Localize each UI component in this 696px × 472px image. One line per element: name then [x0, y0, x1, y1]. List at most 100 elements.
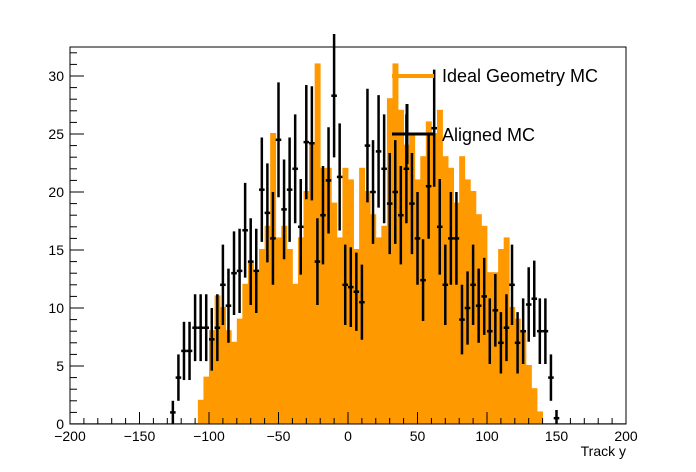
legend: Ideal Geometry MC Aligned MC — [392, 66, 598, 164]
aligned-mc-point — [375, 95, 382, 208]
aligned-mc-point — [442, 244, 449, 325]
x-axis-label: Track y — [581, 443, 626, 459]
aligned-mc-point — [453, 192, 460, 285]
ideal-geometry-bar — [448, 167, 455, 425]
ideal-geometry-bar — [520, 330, 527, 424]
y-axis: 0 5 10 15 20 25 30 — [48, 52, 84, 432]
ideal-geometry-bar — [425, 121, 432, 425]
aligned-mc-point — [525, 267, 532, 342]
x-tick-label: 50 — [410, 428, 426, 444]
ideal-geometry-bar — [537, 411, 543, 424]
aligned-mc-point — [175, 354, 182, 401]
aligned-mc-points — [170, 34, 560, 424]
y-tick-label: 25 — [48, 126, 64, 142]
ideal-geometry-bar — [531, 388, 538, 424]
ideal-geometry-bar — [414, 179, 421, 424]
y-tick-label: 5 — [56, 358, 64, 374]
aligned-mc-point — [259, 137, 265, 242]
y-tick-label: 0 — [56, 416, 64, 432]
ideal-geometry-bar — [370, 214, 377, 424]
aligned-mc-point — [509, 244, 515, 325]
aligned-mc-point — [514, 312, 521, 374]
aligned-mc-point — [481, 257, 487, 335]
ideal-geometry-bar — [220, 307, 227, 424]
ideal-geometry-bar — [259, 249, 265, 424]
aligned-mc-point — [420, 239, 426, 322]
aligned-mc-point — [520, 298, 526, 365]
ideal-geometry-bar — [409, 133, 416, 424]
ideal-geometry-bar — [292, 283, 299, 424]
aligned-mc-point — [386, 153, 393, 255]
legend-label-ideal-geometry: Ideal Geometry MC — [442, 66, 598, 86]
x-tick-label: −200 — [54, 428, 86, 444]
y-tick-label: 30 — [48, 68, 64, 84]
aligned-mc-point — [431, 69, 437, 187]
ideal-geometry-bar — [331, 202, 338, 424]
aligned-mc-point — [220, 244, 226, 325]
aligned-mc-point — [209, 307, 215, 371]
aligned-mc-point — [537, 298, 543, 365]
ideal-geometry-bar — [197, 399, 204, 424]
ideal-geometry-bar — [353, 249, 360, 424]
ideal-geometry-bar — [375, 237, 382, 424]
aligned-mc-point — [342, 244, 348, 325]
x-tick-label: −50 — [267, 428, 291, 444]
x-tick-label: −100 — [193, 428, 225, 444]
aligned-mc-point — [186, 321, 193, 381]
aligned-mc-point — [281, 159, 287, 260]
ideal-geometry-bar — [303, 191, 310, 424]
aligned-mc-point — [309, 86, 315, 201]
ideal-geometry-bar — [403, 144, 410, 424]
aligned-mc-point — [336, 123, 343, 231]
ideal-geometry-bar — [286, 249, 293, 424]
aligned-mc-point — [275, 82, 282, 198]
aligned-mc-point — [370, 140, 376, 244]
aligned-mc-point — [425, 133, 432, 239]
aligned-mc-point — [314, 218, 321, 306]
aligned-mc-point — [236, 228, 243, 314]
aligned-mc-point — [197, 294, 204, 362]
aligned-mc-point — [286, 137, 293, 242]
ideal-geometry-bar — [509, 307, 516, 424]
aligned-mc-point — [297, 178, 304, 275]
ideal-geometry-bar — [275, 237, 282, 424]
ideal-geometry-bar — [231, 341, 238, 424]
aligned-mc-point — [492, 274, 499, 347]
aligned-mc-point — [247, 218, 254, 306]
x-tick-label: 200 — [614, 428, 638, 444]
legend-label-aligned-mc: Aligned MC — [442, 125, 535, 145]
aligned-mc-point — [470, 244, 476, 325]
aligned-mc-point — [270, 192, 276, 285]
y-tick-label: 15 — [48, 242, 64, 258]
aligned-mc-point — [542, 298, 549, 365]
aligned-mc-point — [498, 312, 504, 374]
aligned-mc-point — [503, 294, 510, 362]
ideal-geometry-bar — [203, 376, 210, 424]
aligned-mc-point — [242, 182, 248, 278]
aligned-mc-point — [325, 127, 332, 234]
ideal-geometry-bar — [431, 133, 438, 424]
ideal-geometry-bar — [453, 202, 460, 424]
ideal-geometry-bar — [225, 330, 232, 424]
aligned-mc-point — [364, 88, 371, 203]
ideal-geometry-histogram — [70, 63, 627, 425]
x-tick-label: 0 — [344, 428, 352, 444]
aligned-mc-point — [548, 354, 554, 401]
x-tick-label: 100 — [475, 428, 499, 444]
x-axis: −200 −150 −100 −50 0 50 100 150 200 — [54, 412, 638, 444]
aligned-mc-point — [331, 34, 337, 158]
ideal-geometry-bar — [242, 283, 249, 424]
ideal-geometry-bar — [386, 98, 393, 424]
aligned-mc-point — [436, 178, 443, 275]
aligned-mc-point — [253, 228, 260, 314]
aligned-mc-point — [353, 252, 360, 331]
ideal-geometry-bar — [325, 167, 332, 425]
ideal-geometry-bar — [320, 167, 327, 425]
ideal-geometry-bar — [247, 260, 254, 424]
ideal-geometry-bar — [398, 109, 404, 425]
aligned-mc-point — [225, 268, 232, 343]
aligned-mc-point — [409, 153, 415, 255]
ideal-geometry-bar — [297, 237, 304, 424]
aligned-mc-point — [264, 163, 271, 263]
